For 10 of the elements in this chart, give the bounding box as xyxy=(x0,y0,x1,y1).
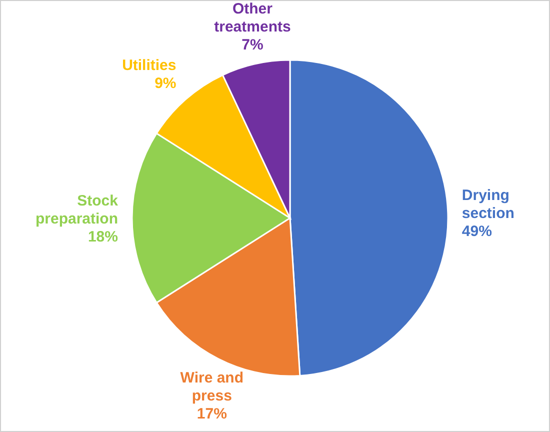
data-label: 9% xyxy=(154,75,176,92)
data-label: 18% xyxy=(88,228,118,246)
slice-label: Drying section xyxy=(462,186,514,222)
slice-label: Utilities xyxy=(122,57,176,74)
slice-label: Wire and press xyxy=(180,370,244,405)
data-label: 49% xyxy=(462,222,492,240)
slice-label: Other treatments xyxy=(214,0,291,36)
data-label: 7% xyxy=(242,36,264,54)
data-label: 17% xyxy=(196,406,227,423)
slice-label: Stock preparation xyxy=(35,192,119,228)
